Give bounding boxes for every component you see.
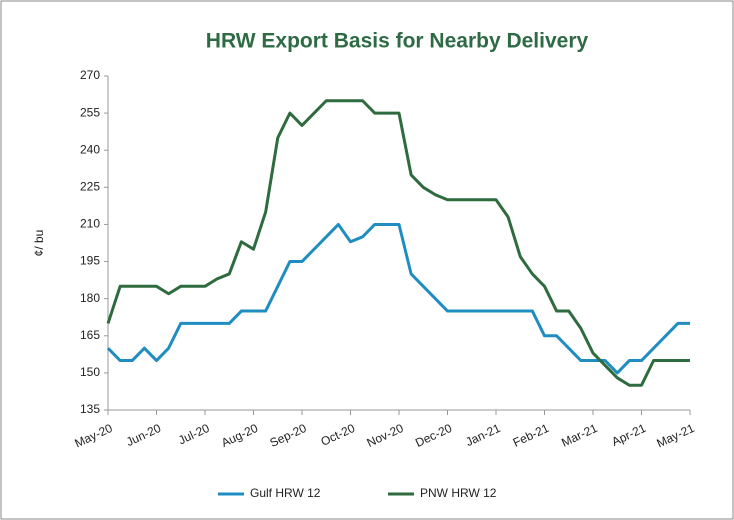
y-tick-label: 255 <box>80 105 100 119</box>
series-line <box>106 99 690 387</box>
y-tick-label: 225 <box>80 180 100 194</box>
y-tick-label: 165 <box>80 328 100 342</box>
y-tick-label: 180 <box>80 291 100 305</box>
series-line <box>106 222 690 375</box>
y-tick-label: 150 <box>80 365 100 379</box>
y-tick-label: 240 <box>80 142 100 156</box>
chart-title: HRW Export Basis for Nearby Delivery <box>206 30 589 53</box>
y-tick-label: 135 <box>80 402 100 416</box>
legend-label: PNW HRW 12 <box>420 486 497 500</box>
legend-label: Gulf HRW 12 <box>250 486 321 500</box>
y-axis-label: ¢/ bu <box>32 230 46 257</box>
y-tick-label: 195 <box>80 254 100 268</box>
y-tick-label: 210 <box>80 217 100 231</box>
y-tick-label: 270 <box>80 68 100 82</box>
